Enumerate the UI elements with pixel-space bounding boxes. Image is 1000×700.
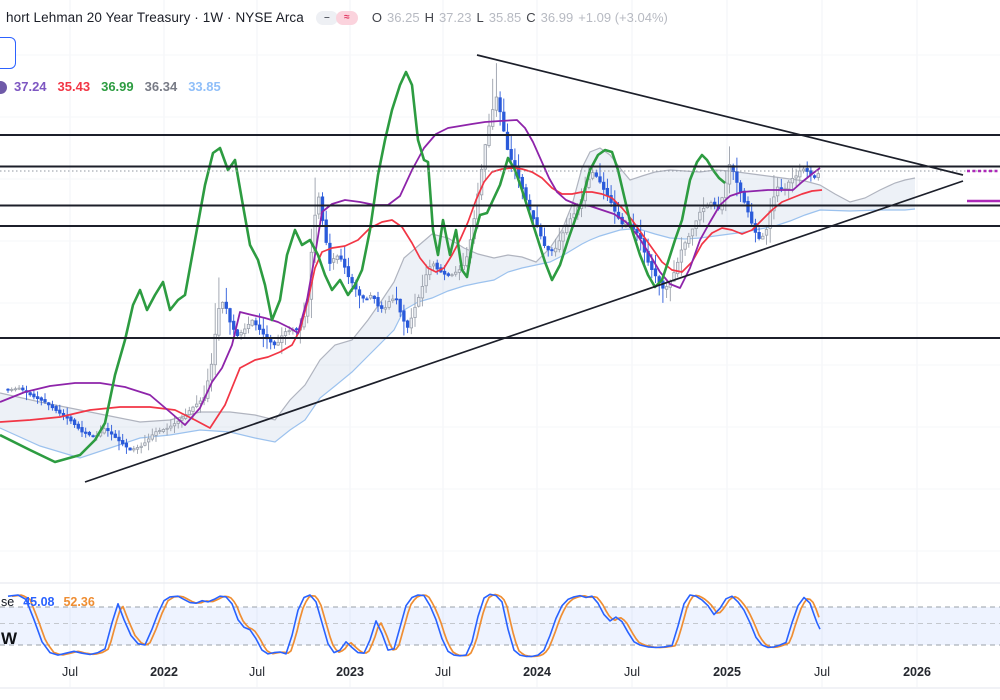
low-value: 35.85 xyxy=(488,10,522,25)
close-value: 36.99 xyxy=(540,10,574,25)
x-axis-label[interactable]: 2026 xyxy=(903,665,931,679)
market-status-pills: – ≈ xyxy=(315,10,358,25)
ohlc-readout: O 36.25 H 37.23 L 35.85 C 36.99 +1.09 (+… xyxy=(372,10,668,25)
overlay-value-blue: 33.85 xyxy=(188,79,221,94)
x-axis-label[interactable]: Jul xyxy=(435,665,451,679)
overlay-value-purple: 37.24 xyxy=(14,79,47,94)
x-axis-label[interactable]: Jul xyxy=(624,665,640,679)
trendline-upper[interactable] xyxy=(476,54,964,176)
indicator-legend-icon xyxy=(0,81,7,94)
open-value: 36.25 xyxy=(387,10,420,25)
symbol-title[interactable]: hort Lehman 20 Year Treasury · 1W · NYSE… xyxy=(6,10,304,25)
overlay-value-green: 36.99 xyxy=(101,79,134,94)
low-label: L xyxy=(476,10,484,25)
cropped-text-fragment: W xyxy=(1,629,18,648)
x-axis-label[interactable]: Jul xyxy=(249,665,265,679)
stoch-k-value: 45.08 xyxy=(23,595,55,609)
close-label: C xyxy=(526,10,536,25)
x-axis-label[interactable]: 2022 xyxy=(150,665,178,679)
green-lagging-line xyxy=(0,70,726,464)
time-axis[interactable]: Jul 2022 Jul 2023 Jul 2024 Jul 2025 Jul 2026 xyxy=(62,665,931,679)
overlay-values-row: 37.24 35.43 36.99 36.34 33.85 xyxy=(14,79,221,94)
stoch-label-fragment: se xyxy=(1,595,15,609)
x-axis-label[interactable]: 2025 xyxy=(713,665,741,679)
open-label: O xyxy=(371,10,383,25)
stoch-d-line xyxy=(11,593,820,658)
dash-status-icon: – xyxy=(315,10,338,25)
overlay-value-red: 35.43 xyxy=(57,79,91,94)
high-value: 37.23 xyxy=(438,10,472,25)
stochastic-pane xyxy=(0,593,1000,658)
x-axis-label[interactable]: Jul xyxy=(814,665,830,679)
horizontal-level-lines[interactable] xyxy=(0,134,1000,339)
blue-outline-box xyxy=(0,37,16,69)
red-ma-line xyxy=(0,167,823,429)
wave-status-icon: ≈ xyxy=(335,10,358,25)
change-value: +1.09 (+3.04%) xyxy=(578,10,668,25)
stoch-d-value: 52.36 xyxy=(63,595,95,609)
stoch-k-line xyxy=(7,593,821,658)
overlay-value-gray: 36.34 xyxy=(144,79,178,94)
high-label: H xyxy=(424,10,434,25)
stoch-values-row: se 45.08 52.36 xyxy=(1,595,95,609)
purple-ma-line xyxy=(0,119,821,426)
x-axis-label[interactable]: 2023 xyxy=(336,665,364,679)
x-axis-label[interactable]: 2024 xyxy=(523,665,551,679)
x-axis-label[interactable]: Jul xyxy=(62,665,78,679)
trendline-lower[interactable] xyxy=(84,180,964,483)
